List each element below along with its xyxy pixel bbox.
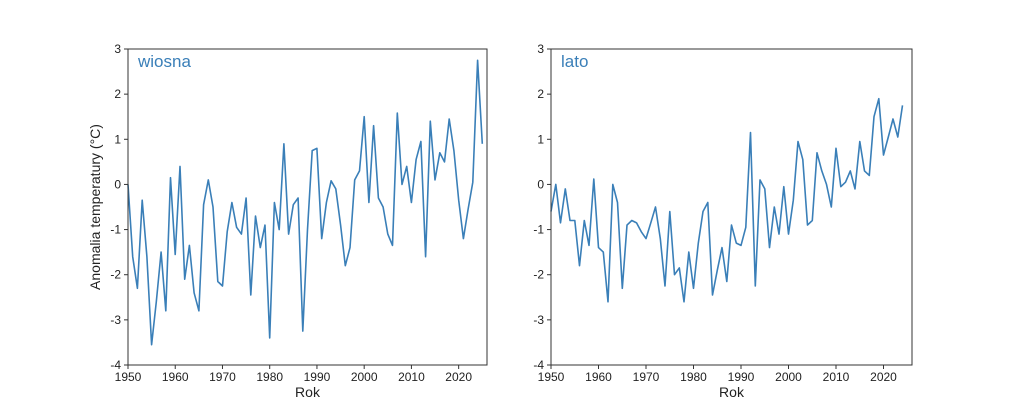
x-tick-label: 1970	[209, 370, 236, 384]
y-axis-label: Anomalia temperatury (°C)	[87, 124, 103, 290]
subplot-title: lato	[561, 52, 588, 71]
y-tick-label: 2	[114, 87, 121, 101]
y-tick-label: -2	[110, 268, 121, 282]
x-axis-label: Rok	[295, 384, 321, 400]
x-tick-label: 1960	[585, 370, 612, 384]
y-tick-label: 2	[537, 87, 544, 101]
x-axis-label: Rok	[719, 384, 745, 400]
x-tick-label: 2010	[398, 370, 425, 384]
x-tick-label: 1980	[680, 370, 707, 384]
axes-frame	[551, 49, 912, 365]
x-tick-label: 1950	[115, 370, 142, 384]
y-tick-label: -3	[533, 313, 544, 327]
y-tick-label: -1	[533, 223, 544, 237]
x-tick-label: 1950	[538, 370, 565, 384]
x-tick-label: 2020	[445, 370, 472, 384]
y-tick-label: 3	[537, 42, 544, 56]
x-tick-label: 2010	[823, 370, 850, 384]
y-tick-label: 0	[537, 177, 544, 191]
x-tick-label: 1990	[304, 370, 331, 384]
x-tick-label: 1990	[728, 370, 755, 384]
y-tick-label: 3	[114, 42, 121, 56]
x-tick-label: 2000	[775, 370, 802, 384]
x-tick-label: 2020	[870, 370, 897, 384]
y-tick-label: 1	[537, 132, 544, 146]
y-tick-label: -3	[110, 313, 121, 327]
subplot-title: wiosna	[137, 52, 191, 71]
subplot-lato: 1950 1960 1970 1980 1990 2000 2010 2020 -4 -3 -2 -1…	[533, 42, 912, 400]
y-tick-label: 1	[114, 132, 121, 146]
subplot-wiosna: 1950 1960 1970 1980 1990 2000 2010 2020 -4 -3 -2 -1…	[87, 42, 487, 400]
x-tick-label: 1970	[633, 370, 660, 384]
series-line	[128, 60, 482, 344]
y-tick-label: -2	[533, 268, 544, 282]
x-tick-label: 1960	[162, 370, 189, 384]
x-tick-label: 2000	[351, 370, 378, 384]
y-tick-label: 0	[114, 177, 121, 191]
y-tick-label: -4	[110, 358, 121, 372]
y-tick-label: -1	[110, 223, 121, 237]
y-tick-label: -4	[533, 358, 544, 372]
x-tick-label: 1980	[256, 370, 283, 384]
series-line	[551, 99, 903, 302]
